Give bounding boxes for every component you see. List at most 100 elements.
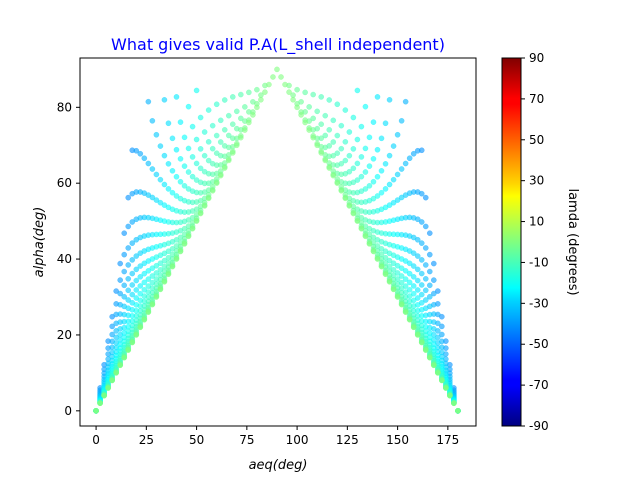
scatter-point [394, 262, 401, 269]
scatter-point [125, 262, 132, 268]
scatter-point [390, 260, 397, 267]
scatter-point [306, 127, 312, 133]
scatter-point [418, 270, 425, 277]
scatter-point [422, 287, 429, 294]
scatter-point [286, 89, 292, 95]
scatter-point [181, 241, 188, 247]
scatter-point [117, 277, 123, 283]
scatter-point [334, 180, 341, 186]
y-tick-label: 0 [64, 404, 72, 418]
scatter-point [185, 169, 192, 175]
scatter-point [326, 165, 333, 171]
scatter-point [418, 219, 425, 225]
scatter-point [141, 316, 148, 323]
scatter-point [262, 89, 268, 95]
scatter-point [386, 97, 393, 103]
scatter-point [418, 339, 425, 346]
scatter-point [294, 86, 300, 93]
scatter-point [117, 260, 123, 267]
scatter-point [125, 275, 132, 282]
scatter-point [435, 288, 441, 294]
scatter-point [238, 134, 244, 141]
scatter-point [189, 173, 196, 180]
scatter-point [185, 233, 192, 240]
scatter-point [125, 297, 132, 303]
scatter-point [382, 271, 389, 278]
scatter-point [185, 145, 192, 152]
scatter-point [318, 94, 325, 100]
scatter-point [306, 104, 312, 110]
scatter-point [157, 143, 164, 149]
scatter-point [414, 266, 421, 273]
scatter-point [161, 181, 168, 188]
scatter-point [173, 146, 180, 153]
scatter-point [374, 236, 381, 243]
scatter-point [298, 112, 304, 118]
scatter-point [414, 287, 421, 293]
scatter-point [137, 150, 144, 157]
scatter-point [181, 134, 188, 141]
scatter-point [205, 139, 212, 145]
scatter-point [455, 408, 461, 414]
scatter-point [238, 115, 244, 122]
scatter-point [121, 293, 128, 300]
scatter-point [157, 286, 164, 293]
colorbar-tick-label: 10 [529, 215, 544, 229]
scatter-point [322, 157, 329, 164]
scatter-point [326, 126, 333, 133]
scatter-point [109, 377, 115, 384]
scatter-point [338, 187, 345, 194]
scatter-point [197, 114, 204, 121]
scatter-point [354, 136, 361, 143]
scatter-point [145, 268, 152, 274]
scatter-point [322, 112, 329, 119]
scatter-point [382, 120, 389, 127]
colorbar-gradient [501, 57, 522, 427]
scatter-point [193, 160, 200, 167]
scatter-point [209, 145, 216, 152]
scatter-point [266, 81, 272, 88]
scatter-point [334, 101, 341, 108]
scatter-point [133, 266, 140, 273]
scatter-point [141, 270, 148, 277]
scatter-point [201, 152, 208, 159]
scatter-point [410, 324, 417, 331]
scatter-point [258, 96, 264, 103]
colorbar-label: lamda (degrees) [565, 188, 580, 295]
x-tick-label: 0 [92, 433, 100, 447]
colorbar-tick-label: -50 [529, 337, 549, 351]
x-axis-label: aeq(deg) [249, 458, 308, 473]
scatter-point [149, 265, 156, 272]
scatter-point [342, 107, 349, 113]
x-tick-label: 50 [189, 433, 204, 447]
scatter-point [161, 279, 168, 285]
y-axis-label: alpha(deg) [32, 207, 47, 278]
scatter-point [414, 277, 421, 284]
scatter-point [246, 89, 252, 96]
scatter-point [398, 118, 405, 124]
x-tick-label: 125 [336, 433, 359, 447]
scatter-point [422, 262, 429, 268]
scatter-point [129, 219, 136, 225]
scatter-point [378, 263, 385, 270]
scatter-point [213, 180, 220, 186]
scatter-point [121, 268, 128, 275]
scatter-point [105, 385, 111, 391]
scatter-point [451, 400, 457, 407]
scatter-point [370, 119, 377, 125]
scatter-point [93, 408, 99, 414]
scatter-point [173, 94, 180, 100]
scatter-point [422, 223, 429, 230]
scatter-point [282, 81, 288, 88]
scatter-point [443, 385, 449, 391]
scatter-point [342, 139, 349, 145]
scatter-point [242, 127, 248, 133]
scatter-point [213, 101, 220, 108]
scatter-point [181, 182, 188, 189]
scatter-point [406, 279, 413, 286]
scatter-point [221, 97, 228, 103]
scatter-point [109, 323, 115, 330]
scatter-point [370, 178, 377, 185]
scatter-point [149, 273, 156, 279]
scatter-point [221, 126, 228, 133]
